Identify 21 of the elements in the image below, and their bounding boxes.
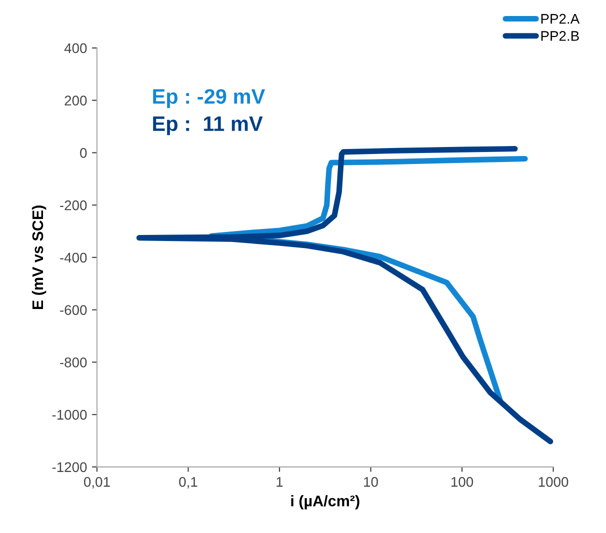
y-tick-label: 400 xyxy=(64,43,87,54)
y-tick-label: -400 xyxy=(60,252,87,263)
y-tick-label: -200 xyxy=(60,200,87,210)
x-tick-label: 1 xyxy=(276,477,283,487)
y-tick-label: -1200 xyxy=(52,462,87,472)
y-tick-label: -1000 xyxy=(52,410,87,420)
x-axis-title: i (µA/cm²) xyxy=(291,495,360,510)
x-tick-label: 100 xyxy=(451,476,474,487)
x-tick-label: 0,1 xyxy=(179,476,198,488)
x-tick-label: 1000 xyxy=(538,476,568,487)
y-axis-title: E (mV vs SCE) xyxy=(32,206,46,310)
y-tick-label: 200 xyxy=(64,96,87,106)
legend-label: PP2.B xyxy=(541,31,579,41)
x-tick-label: 10 xyxy=(364,476,378,487)
y-tick-label: -600 xyxy=(60,305,87,315)
y-tick-label: 0 xyxy=(80,148,87,158)
x-tick-label: 0,01 xyxy=(84,476,110,488)
annotation: Ep : -29 mV xyxy=(153,89,266,108)
y-tick-label: -800 xyxy=(60,358,87,368)
legend-label: PP2.A xyxy=(541,14,580,24)
annotation: Ep : 11 mV xyxy=(153,116,263,136)
